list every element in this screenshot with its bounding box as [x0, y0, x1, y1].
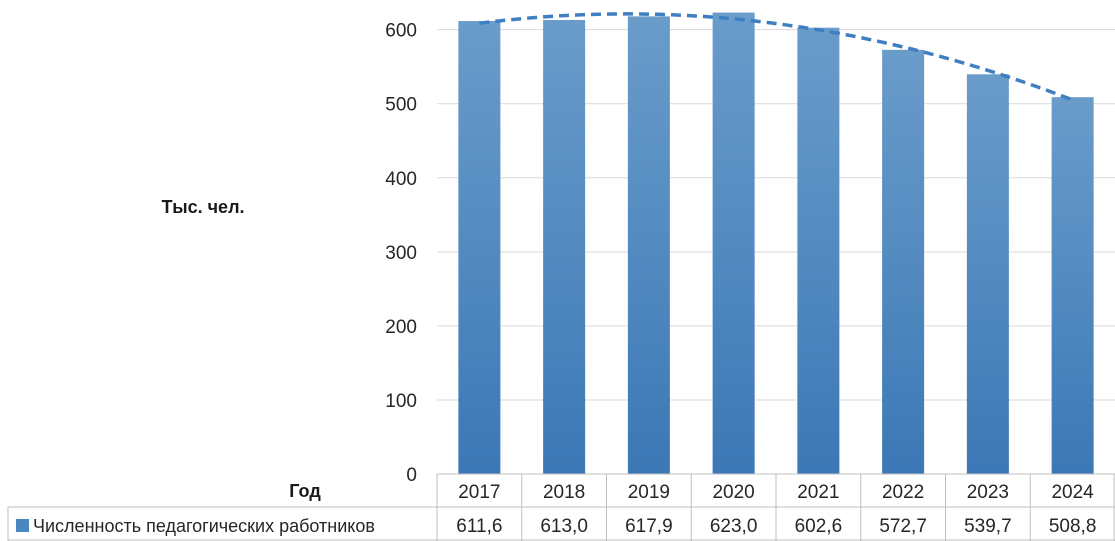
- legend-swatch: [16, 519, 29, 532]
- y-tick-label: 200: [385, 317, 417, 338]
- data-table: Год Численность педагогических работнико…: [7, 473, 1115, 541]
- table-value-cells: 611,6 613,0 617,9 623,0 602,6 572,7 539,7 508,8: [456, 516, 1096, 537]
- data-label: 539,7: [964, 516, 1012, 537]
- x-tick-label: 2020: [712, 482, 754, 503]
- x-tick-label: 2023: [967, 482, 1009, 503]
- y-tick-label: 100: [385, 391, 417, 412]
- data-label: 611,6: [456, 516, 502, 537]
- table-header-label: Год: [289, 481, 321, 501]
- bar-2019: [627, 16, 670, 475]
- bars: [458, 12, 1094, 475]
- data-label: 572,7: [879, 516, 927, 537]
- y-tick-label: 400: [385, 169, 417, 190]
- y-tick-label: 0: [406, 465, 417, 486]
- table-year-cells: 2017 2018 2019 2020 2021 2022 2023 2024: [458, 482, 1094, 503]
- y-axis-label: Тыс. чел.: [161, 197, 244, 217]
- data-label: 613,0: [540, 516, 588, 537]
- x-tick-label: 2017: [458, 482, 500, 503]
- bar-2020: [712, 12, 755, 474]
- gridlines: [437, 29, 1115, 475]
- y-tick-label: 500: [385, 95, 417, 116]
- y-axis-ticks: 0 100 200 300 400 500 600: [385, 21, 417, 486]
- x-tick-label: 2021: [797, 482, 839, 503]
- bar-2024: [1051, 97, 1094, 475]
- x-tick-label: 2018: [543, 482, 585, 503]
- x-tick-label: 2019: [628, 482, 670, 503]
- data-label: 508,8: [1049, 516, 1097, 537]
- y-tick-label: 300: [385, 243, 417, 264]
- trendline: [479, 12, 1074, 102]
- x-tick-label: 2022: [882, 482, 924, 503]
- bar-2023: [966, 74, 1009, 474]
- data-label: 623,0: [710, 516, 758, 537]
- bar-2021: [797, 27, 840, 475]
- bar-2017: [458, 21, 501, 474]
- series-name: Численность педагогических работников: [33, 516, 375, 536]
- data-label: 617,9: [625, 516, 673, 537]
- bar-2018: [543, 19, 586, 474]
- y-tick-label: 600: [385, 21, 417, 42]
- x-tick-label: 2024: [1051, 482, 1094, 503]
- bar-2022: [882, 49, 925, 475]
- data-label: 602,6: [795, 516, 843, 537]
- data-table-borders: [7, 473, 1115, 541]
